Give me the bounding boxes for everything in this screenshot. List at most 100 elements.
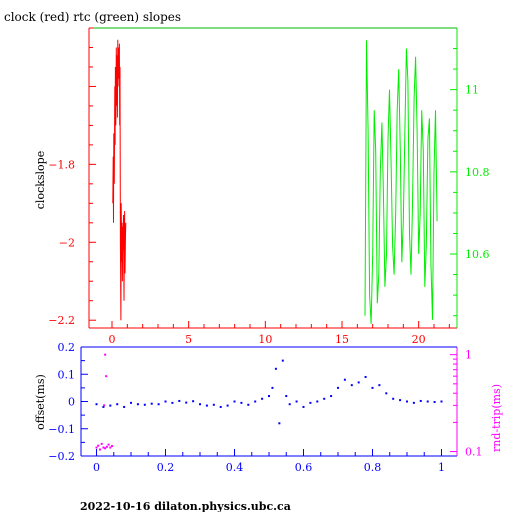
point-offset [399, 399, 402, 402]
point-rnd-trip [104, 447, 107, 450]
bottom-x-tick-label: 0.6 [295, 461, 313, 474]
point-offset [281, 359, 284, 362]
point-offset [271, 386, 274, 389]
series-line-rtc [364, 40, 438, 324]
point-offset [178, 399, 181, 402]
series-line-clock [112, 39, 127, 321]
point-offset [278, 422, 281, 425]
point-rnd-trip [107, 443, 110, 446]
point-rnd-trip [97, 444, 100, 447]
point-offset [185, 401, 188, 404]
top-chart-title: clock (red) rtc (green) slopes [4, 10, 181, 24]
point-offset [316, 400, 319, 403]
point-offset [285, 395, 288, 398]
point-offset [192, 400, 195, 403]
point-offset [274, 367, 277, 370]
top-x-tick-label: 15 [335, 333, 349, 346]
point-offset [219, 405, 222, 408]
bottom-y-right-tick-label: 0.1 [465, 446, 483, 459]
bottom-chart-ylabel: offset(ms) [34, 374, 47, 430]
bottom-y-right-tick-label: 1 [465, 349, 472, 362]
point-offset [364, 375, 367, 378]
point-offset [295, 400, 298, 403]
point-offset [419, 399, 422, 402]
point-offset [268, 395, 270, 398]
top-y-tick-label: −1.8 [48, 158, 75, 171]
point-offset [226, 404, 229, 407]
point-offset [109, 404, 112, 407]
top-y-right-tick-label: 10.8 [465, 166, 490, 179]
point-offset [130, 401, 133, 404]
bottom-x-tick-label: 0.2 [157, 461, 175, 474]
top-y-tick-label: −2.2 [48, 314, 75, 327]
bottom-x-tick-label: 1 [438, 461, 445, 474]
top-y-tick-label: −2 [59, 236, 75, 249]
point-offset [288, 403, 291, 406]
point-offset [440, 400, 443, 403]
point-offset [392, 397, 395, 400]
bottom-y-tick-label: −0.2 [48, 450, 75, 463]
top-y-right-tick-label: 11 [465, 84, 479, 97]
point-offset [136, 403, 139, 406]
bottom-chart: 0 0.2 0.4 0.6 0.8 1 −0.2 −0.1 0 0.1 0.2 0.1 1 [48, 341, 482, 474]
top-x-tick-label: 10 [258, 333, 272, 346]
point-offset [116, 403, 119, 406]
point-offset [171, 401, 174, 404]
bottom-y-tick-label: 0.1 [58, 368, 76, 381]
bottom-x-tick-label: 0.4 [226, 461, 244, 474]
point-rnd-trip [95, 446, 98, 449]
top-y-right-tick-label: 10.6 [465, 248, 490, 261]
point-offset [164, 400, 167, 403]
point-rnd-trip [105, 375, 108, 378]
point-offset [433, 401, 436, 404]
top-x-tick-label: 5 [185, 333, 192, 346]
point-offset [247, 403, 250, 406]
point-offset [323, 397, 326, 400]
top-x-tick-label: 0 [109, 333, 116, 346]
point-offset [150, 402, 153, 405]
point-offset [157, 403, 160, 406]
point-offset [261, 397, 264, 400]
point-offset [143, 403, 146, 406]
bottom-y-tick-label: −0.1 [48, 423, 75, 436]
top-x-tick-label: 20 [412, 333, 426, 346]
point-offset [336, 386, 339, 389]
point-offset [302, 405, 305, 408]
point-rnd-trip [103, 404, 106, 407]
point-offset [212, 403, 215, 406]
bottom-y-tick-label: 0 [68, 396, 75, 409]
point-offset [199, 403, 202, 406]
point-offset [405, 400, 408, 403]
point-rnd-trip [102, 446, 105, 449]
point-offset [309, 401, 312, 404]
point-offset [378, 384, 381, 387]
top-chart-ylabel: clockslope [34, 151, 47, 209]
point-offset [233, 400, 236, 403]
point-offset [254, 400, 257, 403]
bottom-x-tick-label: 0.8 [364, 461, 382, 474]
point-offset [330, 395, 333, 398]
point-offset [426, 400, 429, 403]
point-rnd-trip [98, 448, 101, 451]
point-rnd-trip [105, 445, 108, 448]
point-offset [412, 401, 415, 404]
point-offset [357, 381, 360, 384]
top-chart: 0 5 10 15 20 −2.2 −2 −1.8 10.6 10.8 11 [48, 27, 490, 346]
point-offset [123, 405, 126, 408]
bottom-chart-ylabel-right: rnd-trip(ms) [490, 384, 503, 452]
point-offset [350, 384, 353, 387]
point-offset [343, 378, 346, 381]
point-rnd-trip [100, 442, 103, 445]
bottom-y-tick-label: 0.2 [58, 341, 76, 354]
point-offset [102, 405, 105, 408]
point-rnd-trip [104, 353, 107, 356]
point-offset [205, 404, 208, 407]
point-offset [371, 386, 374, 389]
point-offset [385, 392, 388, 395]
point-rnd-trip [109, 446, 112, 449]
point-rnd-trip [111, 445, 114, 448]
bottom-x-tick-label: 0 [93, 461, 100, 474]
footer-label: 2022-10-16 dilaton.physics.ubc.ca [80, 500, 291, 512]
point-offset [240, 401, 243, 404]
